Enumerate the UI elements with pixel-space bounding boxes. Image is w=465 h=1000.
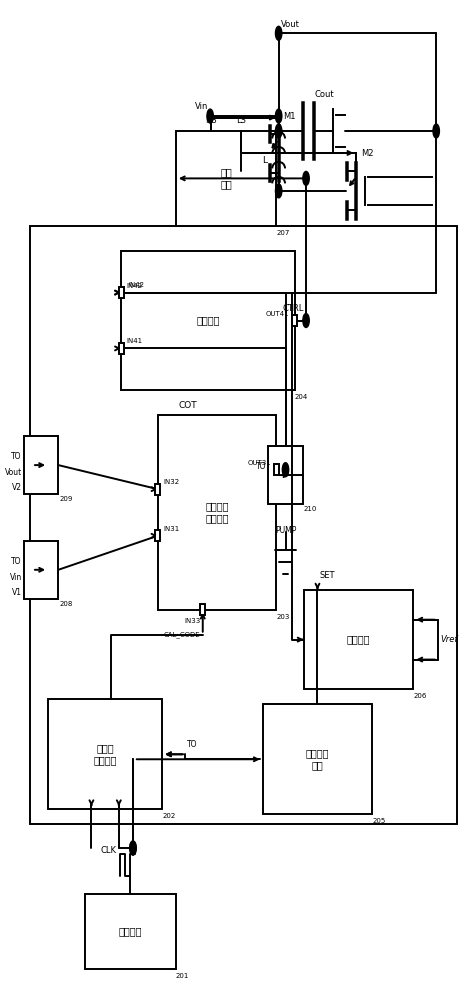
Text: 占空比
检测电路: 占空比 检测电路	[93, 743, 117, 765]
Text: 210: 210	[304, 506, 318, 512]
Circle shape	[275, 124, 282, 138]
Text: IN32: IN32	[163, 479, 179, 485]
Text: L: L	[262, 156, 267, 165]
Text: CTRL: CTRL	[282, 304, 304, 313]
Circle shape	[207, 109, 213, 123]
Text: 207: 207	[276, 230, 290, 236]
Bar	[155, 484, 160, 495]
Bar	[200, 604, 205, 615]
Text: 脉冲发生
电路: 脉冲发生 电路	[306, 748, 329, 770]
Bar	[119, 343, 124, 354]
Text: 振荡电路: 振荡电路	[119, 926, 142, 936]
FancyBboxPatch shape	[304, 590, 413, 689]
Text: 201: 201	[176, 973, 189, 979]
Bar	[292, 315, 297, 326]
Circle shape	[275, 184, 282, 198]
Text: TO: TO	[187, 740, 198, 749]
Text: 比较电路: 比较电路	[347, 635, 370, 645]
Text: 206: 206	[413, 693, 427, 699]
FancyBboxPatch shape	[158, 415, 276, 610]
Text: CLK: CLK	[100, 846, 117, 855]
Bar	[119, 287, 124, 298]
Text: Vref: Vref	[441, 635, 458, 644]
FancyBboxPatch shape	[176, 131, 276, 226]
Text: COT: COT	[178, 401, 197, 410]
Circle shape	[275, 26, 282, 40]
Circle shape	[130, 841, 136, 855]
Text: Vin: Vin	[194, 102, 208, 111]
Text: HS: HS	[205, 116, 217, 125]
Text: 驱动
电路: 驱动 电路	[220, 168, 232, 189]
FancyBboxPatch shape	[24, 541, 58, 599]
Text: PUMP: PUMP	[275, 526, 296, 535]
FancyBboxPatch shape	[263, 704, 372, 814]
Circle shape	[303, 171, 309, 185]
Text: IN31: IN31	[163, 526, 179, 532]
Text: SET: SET	[320, 571, 335, 580]
Circle shape	[275, 109, 282, 123]
Text: 208: 208	[60, 601, 73, 607]
FancyBboxPatch shape	[48, 699, 162, 809]
Text: CAL_CODE: CAL_CODE	[164, 632, 200, 638]
Text: 205: 205	[372, 818, 385, 824]
Text: Vout: Vout	[281, 20, 300, 29]
Text: OUT41: OUT41	[266, 311, 289, 317]
Text: Cout: Cout	[314, 90, 334, 99]
Text: Vin: Vin	[9, 573, 22, 582]
Text: IN42: IN42	[126, 283, 143, 289]
Circle shape	[303, 314, 309, 327]
Circle shape	[282, 463, 289, 477]
Circle shape	[130, 841, 136, 855]
Text: IN41: IN41	[126, 338, 143, 344]
Text: 209: 209	[60, 496, 73, 502]
Text: V2: V2	[12, 483, 22, 492]
Text: 203: 203	[276, 614, 290, 620]
Text: LS: LS	[236, 116, 246, 125]
Text: TO: TO	[11, 452, 22, 461]
Text: 202: 202	[162, 813, 175, 819]
Text: IN42: IN42	[128, 282, 144, 288]
FancyBboxPatch shape	[24, 436, 58, 494]
FancyBboxPatch shape	[121, 251, 295, 390]
Text: OUT31: OUT31	[247, 460, 271, 466]
Text: TO: TO	[256, 462, 266, 471]
Circle shape	[433, 124, 439, 138]
Text: 导通时间
控制电路: 导通时间 控制电路	[205, 502, 229, 523]
FancyBboxPatch shape	[85, 894, 176, 969]
Text: 204: 204	[295, 394, 308, 400]
Text: M1: M1	[283, 112, 296, 121]
Text: Vout: Vout	[5, 468, 22, 477]
Bar	[155, 530, 160, 541]
Text: TO: TO	[11, 557, 22, 566]
Text: 逻辑电路: 逻辑电路	[196, 316, 219, 326]
Bar	[274, 464, 279, 475]
Text: M2: M2	[361, 149, 373, 158]
Text: IN33: IN33	[184, 618, 200, 624]
FancyBboxPatch shape	[268, 446, 303, 504]
Text: V1: V1	[12, 588, 22, 597]
